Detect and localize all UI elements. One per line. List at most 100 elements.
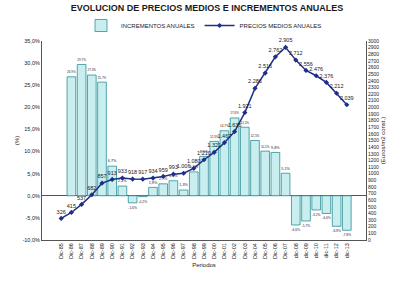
svg-text:EVOLUCION DE PRECIOS MEDIOS E: EVOLUCION DE PRECIOS MEDIOS E INCREMENTO… xyxy=(71,3,344,13)
svg-text:(%): (%) xyxy=(14,136,20,145)
svg-text:Periodos: Periodos xyxy=(192,262,216,268)
svg-text:1600: 1600 xyxy=(368,131,379,137)
svg-text:Dic-05: Dic-05 xyxy=(262,243,268,259)
svg-text:-6,9%: -6,9% xyxy=(332,229,341,233)
svg-text:12,3%: 12,3% xyxy=(210,135,219,139)
svg-text:26,9%: 26,9% xyxy=(67,70,76,74)
svg-text:9,8%: 9,8% xyxy=(271,146,280,150)
svg-text:25,0%: 25,0% xyxy=(24,82,40,88)
svg-text:2,2%: 2,2% xyxy=(118,179,127,183)
svg-text:-10,0%: -10,0% xyxy=(22,237,40,243)
svg-text:2800: 2800 xyxy=(368,51,379,57)
svg-text:29,7%: 29,7% xyxy=(77,58,86,62)
svg-text:Dic-94: Dic-94 xyxy=(150,243,156,259)
svg-text:2.212: 2.212 xyxy=(330,83,344,89)
svg-text:500: 500 xyxy=(368,204,377,210)
svg-text:15,0%: 15,0% xyxy=(24,126,40,132)
svg-text:dic-08: dic-08 xyxy=(293,243,299,258)
svg-text:2.286: 2.286 xyxy=(248,78,262,84)
svg-text:700: 700 xyxy=(368,190,377,196)
svg-text:1,9%: 1,9% xyxy=(149,181,158,185)
svg-text:20,0%: 20,0% xyxy=(24,104,40,110)
svg-text:1.321: 1.321 xyxy=(207,142,221,148)
svg-text:400: 400 xyxy=(368,210,377,216)
svg-text:Dic-87: Dic-87 xyxy=(78,243,84,259)
svg-text:1.635: 1.635 xyxy=(228,122,242,128)
svg-text:0,0%: 0,0% xyxy=(27,193,40,199)
svg-text:857: 857 xyxy=(97,173,106,179)
svg-text:1900: 1900 xyxy=(368,111,379,117)
svg-text:2200: 2200 xyxy=(368,91,379,97)
svg-text:30,0%: 30,0% xyxy=(24,60,40,66)
svg-text:Dic-97: Dic-97 xyxy=(180,243,186,259)
svg-text:1300: 1300 xyxy=(368,151,379,157)
svg-text:-5,0%: -5,0% xyxy=(26,215,40,221)
svg-text:1500: 1500 xyxy=(368,137,379,143)
svg-text:1700: 1700 xyxy=(368,124,379,130)
svg-text:2400: 2400 xyxy=(368,78,379,84)
svg-text:200: 200 xyxy=(368,223,377,229)
svg-text:Dic-88: Dic-88 xyxy=(89,243,95,259)
svg-text:300: 300 xyxy=(368,217,377,223)
svg-text:2300: 2300 xyxy=(368,84,379,90)
svg-text:Dic-04: Dic-04 xyxy=(252,243,258,259)
svg-text:Dic-01: Dic-01 xyxy=(221,243,227,259)
svg-text:2.376: 2.376 xyxy=(320,73,334,79)
svg-text:959: 959 xyxy=(159,167,168,173)
svg-text:Dic-86: Dic-86 xyxy=(68,243,74,259)
svg-text:Dic-06: Dic-06 xyxy=(272,243,278,259)
svg-text:918: 918 xyxy=(128,169,137,175)
svg-text:dic-10: dic-10 xyxy=(313,243,319,258)
svg-text:-1,6%: -1,6% xyxy=(128,206,137,210)
svg-text:Dic-96: Dic-96 xyxy=(170,243,176,259)
svg-text:1800: 1800 xyxy=(368,117,379,123)
svg-text:993: 993 xyxy=(169,164,178,170)
svg-text:Dic-03: Dic-03 xyxy=(242,243,248,259)
svg-text:Dic-93: Dic-93 xyxy=(140,243,146,259)
svg-text:dic-11: dic-11 xyxy=(323,243,329,258)
svg-text:2900: 2900 xyxy=(368,44,379,50)
svg-text:1400: 1400 xyxy=(368,144,379,150)
svg-text:Dic-99: Dic-99 xyxy=(201,243,207,259)
svg-text:1.921: 1.921 xyxy=(238,103,252,109)
svg-text:Dic-98: Dic-98 xyxy=(191,243,197,259)
svg-text:2.556: 2.556 xyxy=(299,61,313,67)
svg-text:(Euros/m2 const.): (Euros/m2 const.) xyxy=(380,117,386,164)
svg-text:17,6%: 17,6% xyxy=(230,111,239,115)
svg-text:3,4%: 3,4% xyxy=(169,174,178,178)
svg-text:Dic-85: Dic-85 xyxy=(58,243,64,259)
svg-text:2.762: 2.762 xyxy=(269,47,283,53)
svg-text:12,5%: 12,5% xyxy=(251,134,260,138)
svg-text:5,4%: 5,4% xyxy=(189,165,198,169)
svg-text:2.476: 2.476 xyxy=(309,66,323,72)
svg-text:100: 100 xyxy=(368,230,377,236)
svg-text:Dic-00: Dic-00 xyxy=(211,243,217,259)
svg-text:8,9%: 8,9% xyxy=(200,150,209,154)
svg-text:1.467: 1.467 xyxy=(218,133,232,139)
svg-text:1100: 1100 xyxy=(368,164,379,170)
svg-text:35,0%: 35,0% xyxy=(24,38,40,44)
svg-text:Dic-89: Dic-89 xyxy=(99,243,105,259)
svg-text:Dic-07: Dic-07 xyxy=(282,243,288,259)
svg-text:2.905: 2.905 xyxy=(279,37,293,43)
svg-text:Dic-90: Dic-90 xyxy=(109,243,115,259)
svg-text:2.516: 2.516 xyxy=(258,63,272,69)
svg-text:682: 682 xyxy=(87,185,96,191)
svg-text:25,7%: 25,7% xyxy=(98,76,107,80)
svg-text:0: 0 xyxy=(368,237,371,243)
svg-text:1.006: 1.006 xyxy=(177,163,191,169)
svg-text:917: 917 xyxy=(138,169,147,175)
svg-text:900: 900 xyxy=(368,177,377,183)
svg-text:2600: 2600 xyxy=(368,64,379,70)
svg-text:2100: 2100 xyxy=(368,97,379,103)
svg-text:600: 600 xyxy=(368,197,377,203)
svg-text:-6,6%: -6,6% xyxy=(291,228,300,232)
svg-text:Dic-02: Dic-02 xyxy=(231,243,237,259)
svg-text:5,1%: 5,1% xyxy=(281,167,290,171)
svg-text:dic-09: dic-09 xyxy=(303,243,309,258)
svg-text:Dic-95: Dic-95 xyxy=(160,243,166,259)
svg-text:PRECIOS MEDIOS ANUALES: PRECIOS MEDIOS ANUALES xyxy=(240,23,322,29)
svg-text:913: 913 xyxy=(108,170,117,176)
svg-text:Dic-92: Dic-92 xyxy=(129,243,135,259)
svg-text:27,3%: 27,3% xyxy=(87,68,96,72)
